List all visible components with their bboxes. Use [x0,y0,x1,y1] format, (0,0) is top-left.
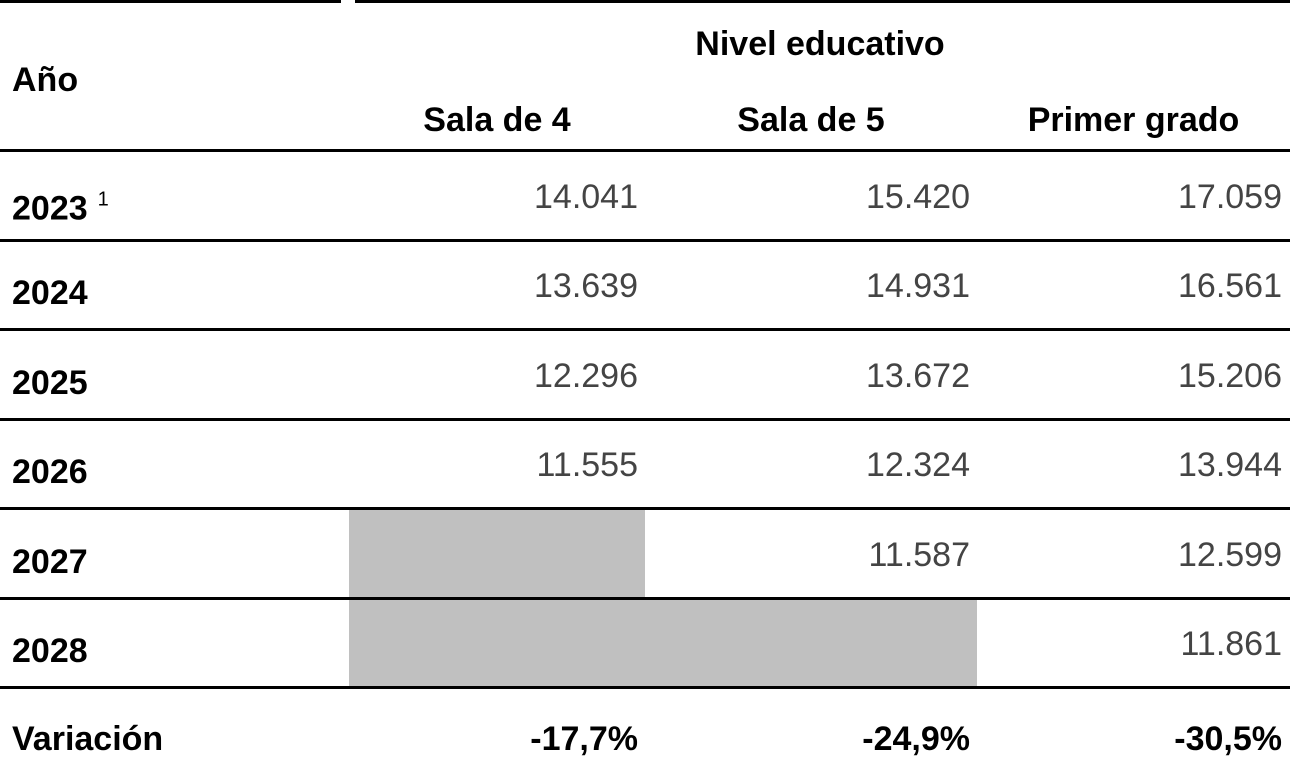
row-rule [0,238,1290,242]
group-header: Nivel educativo [695,25,945,63]
value-cell: 13.639 [534,267,638,306]
column-header: Primer grado [1027,101,1240,139]
value-cell: 15.206 [1178,356,1282,395]
footnote-mark: 1 [97,188,109,211]
row-rule [0,328,1290,331]
year-cell: 2028 [12,632,88,671]
value-cell: 17.059 [1178,177,1282,216]
year-cell: 2024 [12,274,88,313]
row-rule [0,507,1290,510]
value-cell: 12.324 [866,446,970,485]
value-cell: 14.931 [866,267,970,306]
value-cell: 11.587 [868,535,970,574]
year-cell: 2027 [12,542,88,581]
variation-cell: -30,5% [1174,719,1282,758]
value-cell: 13.672 [866,356,970,395]
column-header: Sala de 5 [737,101,885,139]
variation-cell: -24,9% [862,719,970,758]
empty-cell [349,510,645,599]
value-cell: 12.296 [534,356,638,395]
variation-label: Variación [12,719,164,758]
value-cell: 11.861 [1180,625,1282,664]
year-header: Año [12,61,79,99]
row-rule [0,686,1290,689]
value-cell: 13.944 [1178,446,1282,485]
value-cell: 15.420 [866,177,970,216]
empty-cell [349,599,645,688]
column-header: Sala de 4 [423,101,571,139]
variation-cell: -17,7% [530,719,638,758]
year-cell: 2023 1 [12,188,109,228]
value-cell: 11.555 [536,446,638,485]
year-cell: 2026 [12,453,88,492]
top-rule [355,0,1290,3]
empty-cell [645,599,977,688]
header-rule [0,149,1290,152]
value-cell: 16.561 [1178,267,1282,306]
value-cell: 14.041 [534,177,638,216]
year-cell: 2025 [12,363,88,402]
row-rule [0,417,1290,421]
value-cell: 12.599 [1178,535,1282,574]
row-rule [0,596,1290,600]
top-rule [0,0,341,3]
